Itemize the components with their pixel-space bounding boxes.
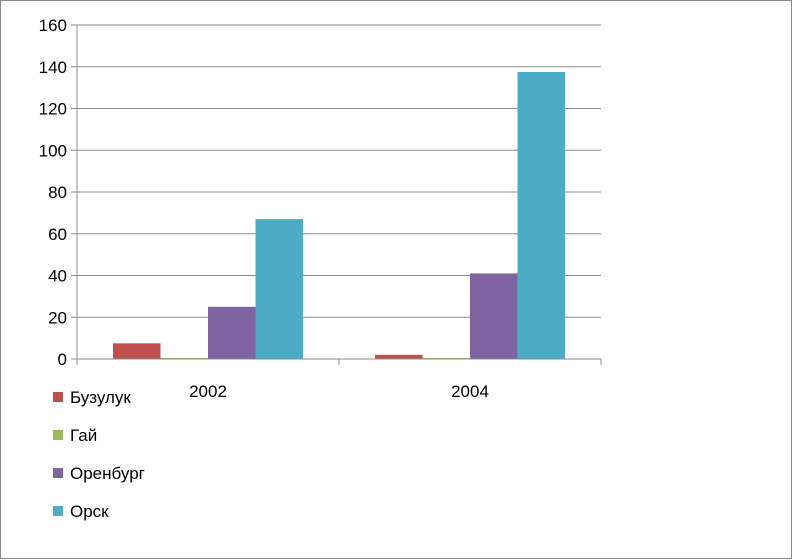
legend-swatch bbox=[53, 468, 63, 478]
y-tick-label: 0 bbox=[58, 350, 67, 369]
legend-label: Оренбург bbox=[70, 464, 145, 483]
bar-1-1 bbox=[422, 357, 470, 359]
y-tick-label: 160 bbox=[39, 16, 67, 35]
bar-2-1 bbox=[470, 273, 518, 359]
y-tick-label: 140 bbox=[39, 58, 67, 77]
axes bbox=[71, 24, 602, 365]
y-tick-label: 40 bbox=[48, 267, 67, 286]
bar-0-0 bbox=[113, 343, 161, 359]
legend-swatch bbox=[53, 430, 63, 440]
bar-2-0 bbox=[208, 306, 256, 359]
y-tick-label: 60 bbox=[48, 225, 67, 244]
y-tick-labels: 0 20 40 60 80 100 120 140 160 bbox=[39, 16, 67, 369]
legend-swatch bbox=[53, 506, 63, 516]
legend-label: Бузулук bbox=[70, 388, 131, 407]
y-tick-label: 100 bbox=[39, 141, 67, 160]
grid-lines bbox=[77, 24, 601, 360]
x-category-label: 2004 bbox=[451, 382, 489, 401]
legend-swatch bbox=[53, 392, 63, 402]
legend-label: Орск bbox=[70, 502, 109, 521]
bar-1-0 bbox=[160, 357, 208, 359]
y-tick-label: 20 bbox=[48, 308, 67, 327]
bar-3-1 bbox=[517, 71, 565, 359]
bar-3-0 bbox=[255, 219, 303, 359]
legend: Бузулук Гай Оренбург Орск bbox=[53, 388, 145, 521]
x-category-label: 2002 bbox=[189, 382, 227, 401]
y-tick-label: 120 bbox=[39, 100, 67, 119]
x-category-labels: 2002 2004 bbox=[189, 382, 489, 401]
y-tick-label: 80 bbox=[48, 183, 67, 202]
bar-0-1 bbox=[375, 354, 423, 359]
bars bbox=[113, 71, 565, 359]
legend-label: Гай bbox=[70, 426, 97, 445]
